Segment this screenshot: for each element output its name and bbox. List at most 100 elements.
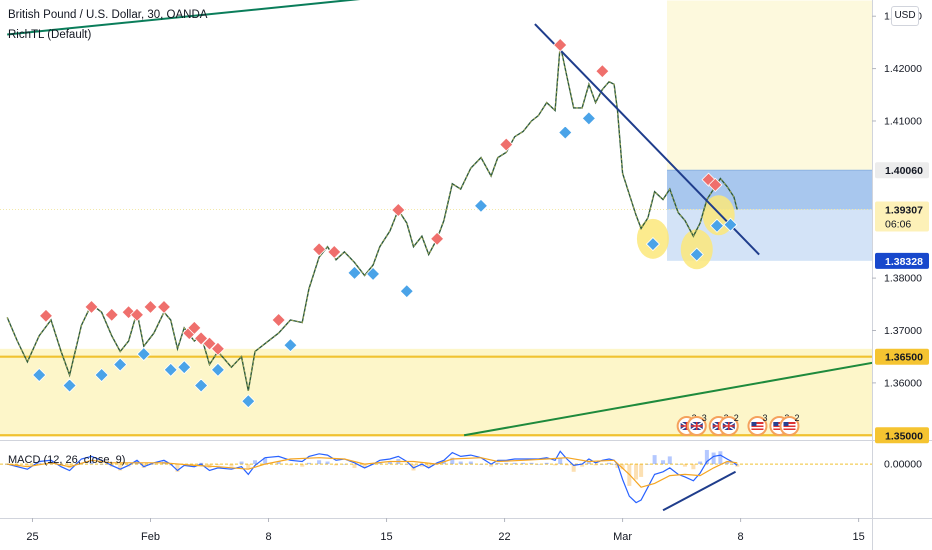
macd-histogram-bar <box>645 464 650 465</box>
macd-histogram-bar <box>529 462 534 465</box>
trendline-1[interactable] <box>534 23 760 256</box>
macd-histogram-bar <box>362 464 367 468</box>
macd-histogram-bar <box>682 464 687 467</box>
time-tick-label: Mar <box>613 531 632 543</box>
price-tick-label: 1.41000 <box>884 115 922 127</box>
macd-histogram-bar <box>175 464 180 472</box>
macd-histogram-bar <box>698 461 703 465</box>
zone-1 <box>667 170 872 210</box>
sell-signal <box>595 64 610 79</box>
price-tag-label: 1.39307 <box>885 205 923 217</box>
buy-signal <box>210 362 226 377</box>
sell-signal <box>391 202 406 218</box>
macd-histogram-bar <box>151 464 156 465</box>
macd-histogram-bar <box>118 464 123 471</box>
macd-histogram-bar <box>661 460 666 465</box>
macd-histogram-bar <box>325 461 330 465</box>
price-tag-label: 1.38328 <box>885 256 923 268</box>
time-tick-label: 8 <box>738 531 744 543</box>
macd-histogram-bar <box>229 464 234 467</box>
sell-signal <box>156 299 172 314</box>
price-tag-label: 1.35000 <box>885 430 923 442</box>
macd-histogram-bar <box>489 464 494 467</box>
macd-histogram-bar <box>317 460 322 465</box>
macd-histogram-bar <box>607 462 612 465</box>
macd-histogram-bar <box>504 462 509 465</box>
macd-histogram-bar <box>253 460 258 465</box>
macd-histogram-bar <box>735 464 740 467</box>
zone-3 <box>667 0 872 171</box>
price-tick-label: 1.37000 <box>884 325 922 337</box>
buy-signal <box>32 367 47 383</box>
price-tag <box>875 201 929 232</box>
macd-trendline[interactable] <box>662 470 737 512</box>
price-tag <box>875 348 929 365</box>
macd-histogram-bar <box>521 462 526 465</box>
macd-histogram-bar <box>306 462 311 465</box>
macd-histogram-bar <box>377 462 382 465</box>
buy-signal <box>136 347 151 362</box>
macd-histogram-bar <box>495 462 500 465</box>
price-tick-label: 1.38000 <box>884 273 922 285</box>
event-count: 3 <box>762 413 767 423</box>
trendline-2[interactable] <box>463 359 892 437</box>
time-tick-label: Feb <box>141 531 160 543</box>
buy-signal <box>558 125 573 140</box>
price-tag <box>875 427 929 444</box>
macd-histogram-bar <box>192 464 197 466</box>
price-tag-label: 1.40060 <box>885 165 923 177</box>
trendline-0[interactable] <box>7 0 371 36</box>
macd-histogram-bar <box>263 457 268 465</box>
macd-histogram-bar <box>544 462 549 465</box>
buy-signal <box>94 367 109 383</box>
macd-histogram-bar <box>639 464 644 477</box>
sell-signal <box>708 177 723 192</box>
macd-histogram-bar <box>246 464 251 470</box>
sell-signal <box>210 341 226 356</box>
price-tag-label: 1.36500 <box>885 352 923 364</box>
macd-histogram-bar <box>600 464 605 465</box>
time-tick-label: 15 <box>380 531 392 543</box>
time-tick-label: 15 <box>852 531 864 543</box>
us-flag-stripe <box>783 427 796 429</box>
buy-signal <box>177 360 192 375</box>
macd-histogram-bar <box>718 451 723 465</box>
macd-histogram-bar <box>553 464 558 466</box>
us-flag-stripe <box>773 427 786 429</box>
macd-histogram-bar <box>342 464 347 465</box>
sell-signal <box>271 312 286 328</box>
event-count: 3 <box>702 413 707 423</box>
macd-histogram-bar <box>458 461 463 465</box>
buy-signal <box>645 237 660 252</box>
macd-histogram-bar <box>450 457 455 465</box>
buy-signal <box>723 217 738 232</box>
buy-signal <box>347 265 362 280</box>
price-tick-label: 1.42000 <box>884 63 922 75</box>
sell-signal <box>327 244 342 259</box>
macd-histogram-bar <box>593 464 598 466</box>
sell-signal <box>194 331 209 346</box>
sell-signal <box>104 307 119 322</box>
macd-histogram-bar <box>419 464 424 467</box>
currency-button[interactable]: USD <box>891 6 919 26</box>
macd-histogram-bar <box>652 455 657 465</box>
macd-histogram-bar <box>37 462 42 465</box>
macd-histogram-bar <box>99 464 104 465</box>
macd-histogram-bar <box>67 464 72 468</box>
us-flag-icon <box>773 422 786 430</box>
buy-signal <box>62 378 77 393</box>
macd-histogram-bar <box>89 460 94 465</box>
sell-signal <box>143 299 158 314</box>
macd-signal-line <box>7 457 738 488</box>
macd-histogram-bar <box>704 449 709 465</box>
macd-histogram-bar <box>691 464 696 470</box>
macd-histogram-bar <box>352 464 357 468</box>
macd-histogram-bar <box>536 464 541 465</box>
macd-histogram-bar <box>580 464 585 467</box>
macd-histogram-bar <box>239 461 244 465</box>
macd-histogram-bar <box>300 464 305 467</box>
us-flag-stripe <box>783 424 796 426</box>
macd-histogram-bar <box>620 464 625 470</box>
macd-histogram-bar <box>558 457 563 465</box>
